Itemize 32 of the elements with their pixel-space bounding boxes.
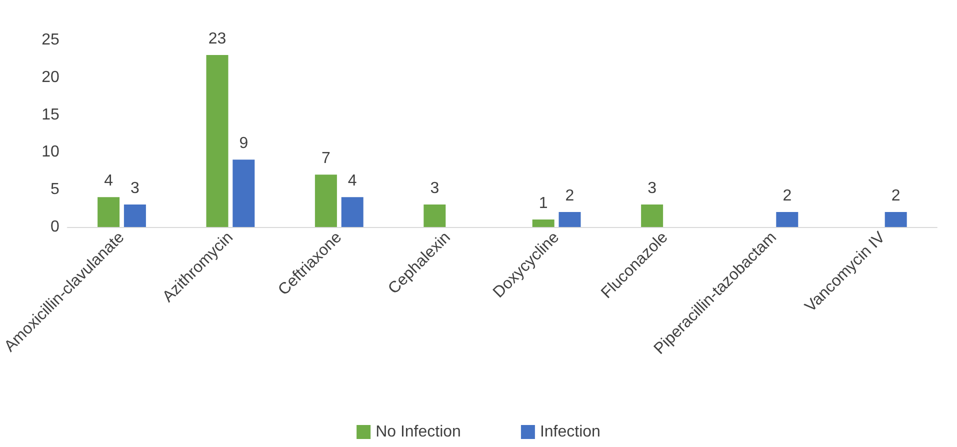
bar xyxy=(341,197,364,227)
bar xyxy=(641,204,664,227)
data-label: 23 xyxy=(208,30,226,48)
data-label: 1 xyxy=(538,195,548,212)
data-label: 2 xyxy=(782,188,792,205)
data-label: 7 xyxy=(322,150,330,168)
bar xyxy=(314,174,337,227)
bar xyxy=(424,204,446,227)
y-tick-label: 0 xyxy=(50,218,60,236)
bar xyxy=(532,220,554,227)
bar xyxy=(232,160,255,227)
bar xyxy=(98,197,120,227)
y-tick-label: 15 xyxy=(42,106,60,124)
data-label: 3 xyxy=(130,180,140,198)
y-tick-label: 10 xyxy=(42,144,60,161)
bar xyxy=(884,212,907,227)
data-label: 2 xyxy=(565,188,574,205)
legend-label: No Infection xyxy=(376,424,461,440)
data-label: 3 xyxy=(648,180,657,198)
data-label: 4 xyxy=(104,172,114,190)
bar xyxy=(558,212,581,227)
data-label: 2 xyxy=(891,188,900,205)
bar xyxy=(206,54,228,227)
data-label: 3 xyxy=(430,180,440,198)
y-tick-label: 20 xyxy=(42,68,60,86)
bar xyxy=(124,204,146,227)
y-tick-label: 25 xyxy=(42,32,60,48)
legend-label: Infection xyxy=(540,424,600,440)
bar xyxy=(776,212,798,227)
data-label: 4 xyxy=(348,172,357,190)
data-label: 9 xyxy=(239,135,248,152)
y-tick-label: 5 xyxy=(50,181,60,198)
